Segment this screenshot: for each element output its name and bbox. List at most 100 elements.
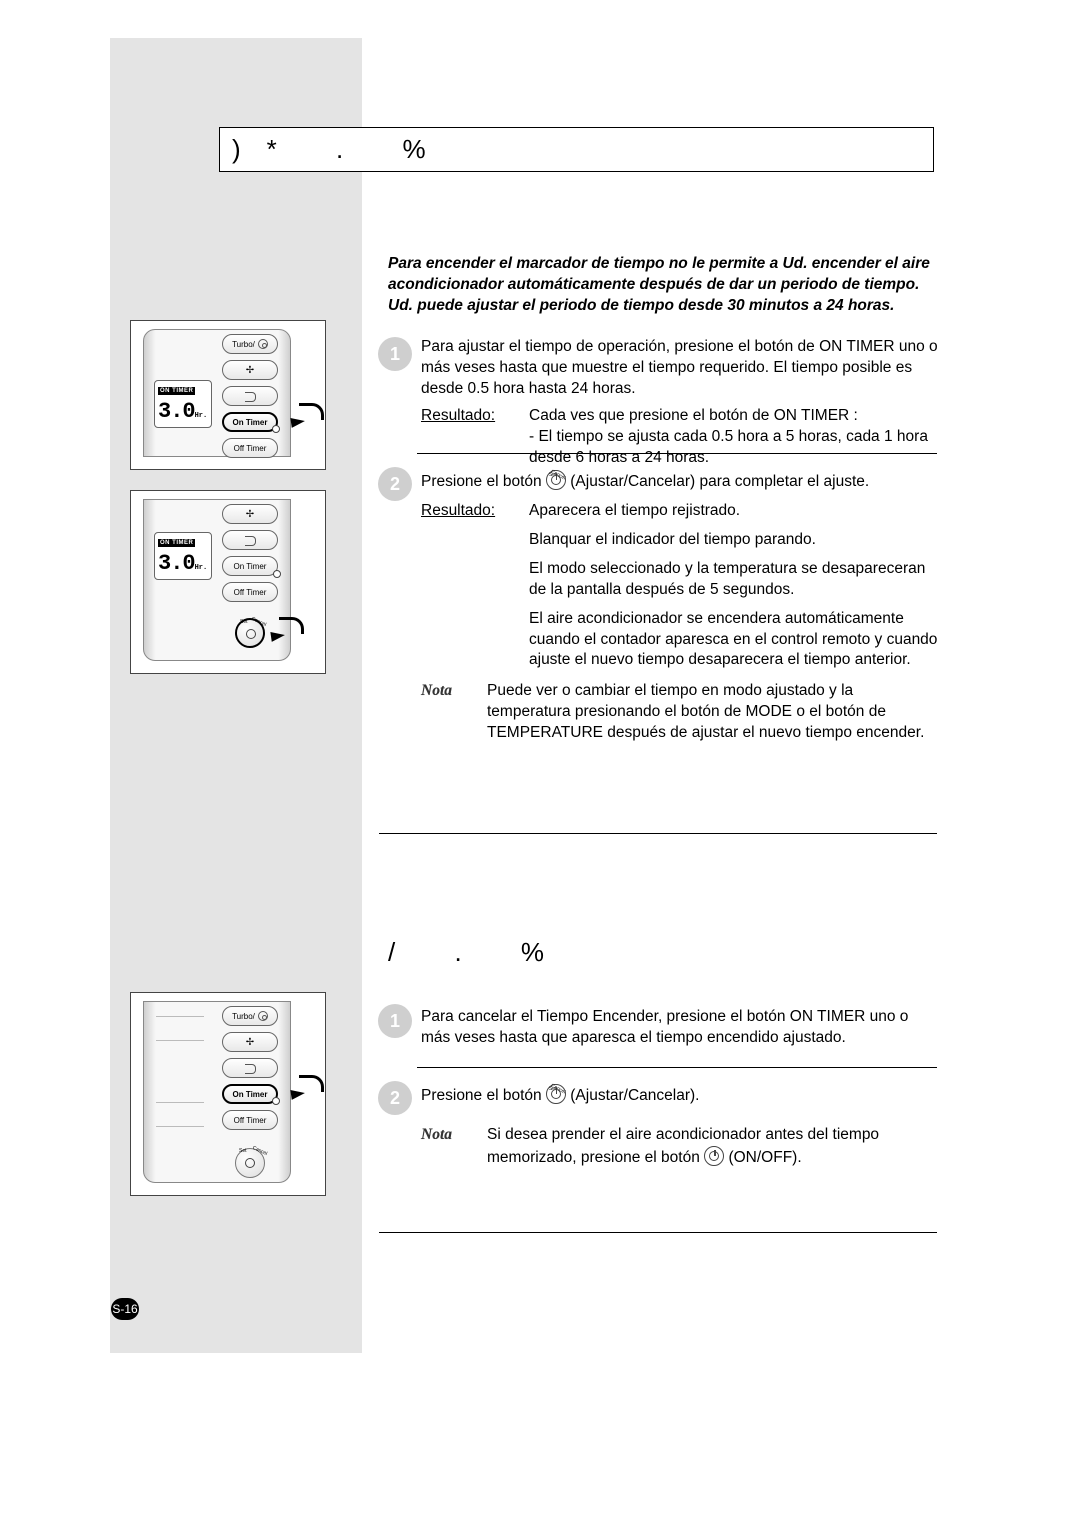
step-1-result-bullet: - El tiempo se ajusta cada 0.5 hora a 5 … xyxy=(529,427,941,469)
step-1-result-body: Cada ves que presione el botón de ON TIM… xyxy=(529,406,941,469)
remote-diagram-1: ON TIMER 3.0Hr. Turbo/ ✢ On Timer Off Ti… xyxy=(130,320,326,470)
timer-value: 3.0 xyxy=(158,551,195,576)
on-timer-button: On Timer xyxy=(222,556,278,576)
step-2-text-post: (Ajustar/Cancelar) para completar el aju… xyxy=(570,473,869,490)
off-timer-button: Off Timer xyxy=(222,438,278,458)
cancel-step-2-nota: Nota Si desea prender el aire acondicion… xyxy=(421,1125,941,1169)
clock-icon xyxy=(272,1097,280,1105)
power-icon xyxy=(246,629,256,639)
divider xyxy=(417,1067,937,1068)
cancel-nota-post: (ON/OFF). xyxy=(728,1149,801,1166)
on-timer-badge: ON TIMER xyxy=(158,387,195,395)
on-timer-badge: ON TIMER xyxy=(158,539,195,547)
timer-digits: 3.0Hr. xyxy=(158,399,207,424)
airflow-button xyxy=(222,1058,278,1078)
step-1-result-lead: Cada ves que presione el botón de ON TIM… xyxy=(529,406,941,427)
step-1-text: Para ajustar el tiempo de operación, pre… xyxy=(421,337,941,400)
set-cancel-icon xyxy=(546,1084,566,1104)
cancel-step-2-text-post: (Ajustar/Cancelar). xyxy=(570,1087,699,1104)
page-number-badge: S-16 xyxy=(111,1298,139,1320)
turbo-icon xyxy=(258,339,268,349)
turbo-button: Turbo/ xyxy=(222,1006,278,1026)
remote-screen: ON TIMER 3.0Hr. xyxy=(154,380,212,428)
screen-line xyxy=(156,1126,204,1127)
swing-icon: ✢ xyxy=(246,509,254,520)
power-icon xyxy=(704,1146,724,1166)
turbo-label: Turbo/ xyxy=(232,1012,255,1021)
section-title-text: )* . % xyxy=(232,134,452,165)
step-2-body: Presione el botón (Ajustar/Cancelar) par… xyxy=(421,470,941,744)
divider xyxy=(417,453,937,454)
on-timer-label: On Timer xyxy=(234,562,267,571)
swing-button: ✢ xyxy=(222,360,278,380)
step-number-1-text: 1 xyxy=(390,344,400,365)
step-2-nota-text: Puede ver o cambiar el tiempo en modo aj… xyxy=(487,681,941,744)
clock-icon xyxy=(273,570,281,578)
timer-value: 3.0 xyxy=(158,399,195,424)
step-2-result-line-3: El aire acondicionador se encendera auto… xyxy=(529,609,941,672)
screen-line xyxy=(156,1102,204,1103)
step-number-1: 1 xyxy=(378,337,412,371)
off-timer-button: Off Timer xyxy=(222,1110,278,1130)
step-2-result-line-2: El modo seleccionado y la temperatura se… xyxy=(529,559,941,601)
timer-digits: 3.0Hr. xyxy=(158,551,207,576)
divider xyxy=(379,1232,937,1233)
cancel-step-number-1: 1 xyxy=(378,1004,412,1038)
result-label: Resultado: xyxy=(421,501,507,671)
cancel-step-1-body: Para cancelar el Tiempo Encender, presio… xyxy=(421,1007,941,1049)
step-number-2: 2 xyxy=(378,467,412,501)
nota-label: Nota xyxy=(421,1125,469,1169)
step-2-result: Resultado: Aparecera el tiempo rejistrad… xyxy=(421,501,941,671)
timer-unit: Hr. xyxy=(195,412,208,420)
step-1-result: Resultado: Cada ves que presione el botó… xyxy=(421,406,941,469)
screen-line xyxy=(156,1040,204,1041)
set-label: Set xyxy=(239,1148,247,1154)
set-cancel-button: Set Cancel xyxy=(235,1148,265,1178)
set-label: Set xyxy=(240,619,248,625)
step-2-result-body: Aparecera el tiempo rejistrado. Blanquar… xyxy=(529,501,941,671)
remote-body: ON TIMER 3.0Hr. Turbo/ ✢ On Timer Off Ti… xyxy=(143,329,291,457)
manual-page: )* . % Para encender el marcador de tiem… xyxy=(0,0,1080,1528)
on-timer-button: On Timer xyxy=(222,1084,278,1104)
airflow-icon xyxy=(245,392,255,400)
remote-button-column: ✢ On Timer Off Timer Set Cancel xyxy=(220,504,280,648)
off-timer-label: Off Timer xyxy=(234,1116,267,1125)
swing-button: ✢ xyxy=(222,504,278,524)
remote-button-column: Turbo/ ✢ On Timer Off Timer xyxy=(220,334,280,458)
on-timer-label: On Timer xyxy=(233,1090,268,1099)
step-number-2-text: 2 xyxy=(390,474,400,495)
swing-button: ✢ xyxy=(222,1032,278,1052)
step-2-text: Presione el botón (Ajustar/Cancelar) par… xyxy=(421,470,941,493)
cancel-section-title: / . % xyxy=(388,937,570,968)
cancel-nota-pre: Si desea prender el aire acondicionador … xyxy=(487,1126,879,1166)
cancel-step-number-1-text: 1 xyxy=(390,1011,400,1032)
swing-icon: ✢ xyxy=(246,1037,254,1048)
remote-button-column: Turbo/ ✢ On Timer Off Timer Set Cancel xyxy=(220,1006,280,1178)
on-timer-label: On Timer xyxy=(233,418,268,427)
remote-diagram-3: Turbo/ ✢ On Timer Off Timer Set Cancel xyxy=(130,992,326,1196)
swing-icon: ✢ xyxy=(246,365,254,376)
cancel-step-2-text: Presione el botón (Ajustar/Cancelar). xyxy=(421,1084,941,1107)
cancel-step-2-body: Presione el botón (Ajustar/Cancelar). No… xyxy=(421,1084,941,1169)
remote-diagram-2: ON TIMER 3.0Hr. ✢ On Timer Off Timer Set xyxy=(130,490,326,674)
airflow-icon xyxy=(245,1064,255,1072)
divider xyxy=(379,833,937,834)
cancel-label: Cancel xyxy=(251,616,268,628)
step-2-text-pre: Presione el botón xyxy=(421,473,546,490)
off-timer-label: Off Timer xyxy=(234,588,267,597)
cancel-step-number-2: 2 xyxy=(378,1081,412,1115)
remote-screen: ON TIMER 3.0Hr. xyxy=(154,532,212,580)
remote-body: ON TIMER 3.0Hr. ✢ On Timer Off Timer Set xyxy=(143,499,291,661)
cancel-step-1-text: Para cancelar el Tiempo Encender, presio… xyxy=(421,1007,941,1049)
cancel-step-2-text-pre: Presione el botón xyxy=(421,1087,546,1104)
step-2-result-line-1: Blanquar el indicador del tiempo parando… xyxy=(529,530,941,551)
timer-unit: Hr. xyxy=(195,564,208,572)
turbo-label: Turbo/ xyxy=(232,340,255,349)
step-2-nota: Nota Puede ver o cambiar el tiempo en mo… xyxy=(421,681,941,744)
power-icon xyxy=(245,1158,255,1168)
intro-paragraph: Para encender el marcador de tiempo no l… xyxy=(388,254,933,317)
set-cancel-button: Set Cancel xyxy=(235,618,265,648)
turbo-button: Turbo/ xyxy=(222,334,278,354)
off-timer-label: Off Timer xyxy=(234,444,267,453)
airflow-button xyxy=(222,386,278,406)
